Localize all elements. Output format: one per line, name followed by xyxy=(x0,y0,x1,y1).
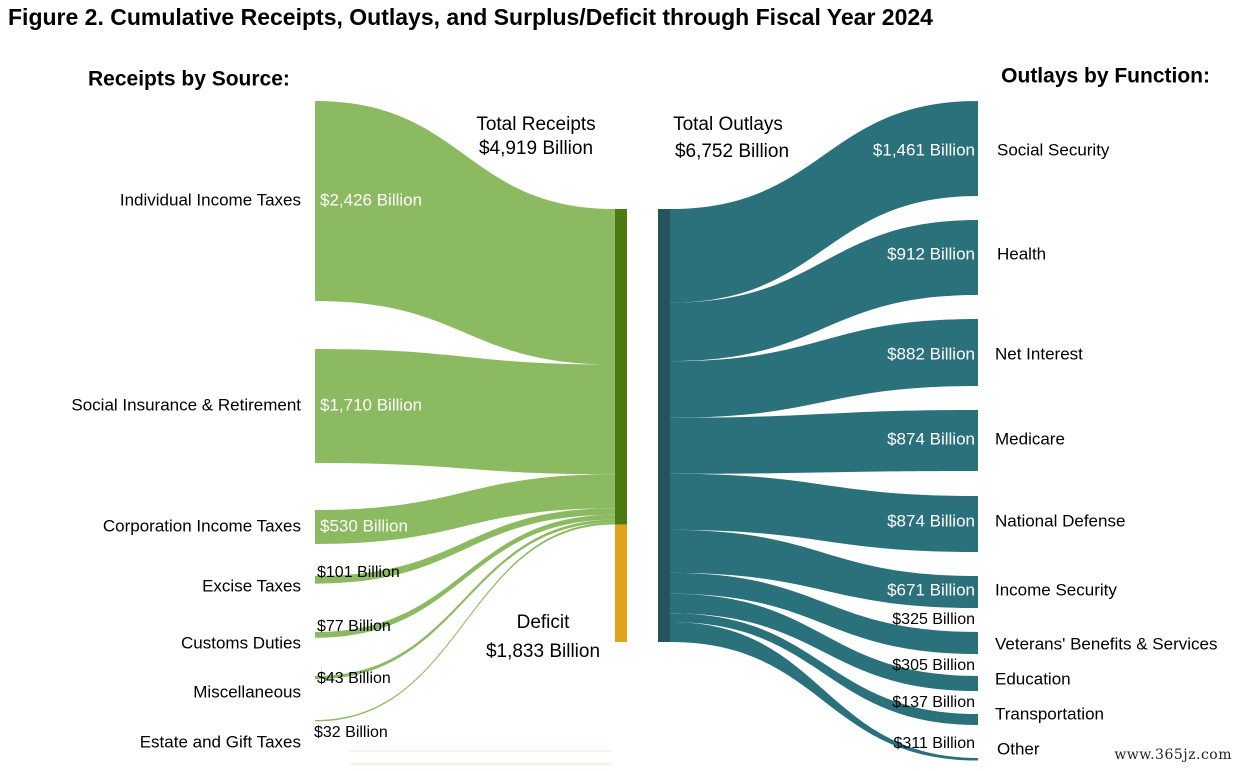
receipt-value-customs-duties: $77 Billion xyxy=(317,618,391,635)
receipt-flow-miscellaneous xyxy=(315,519,615,680)
outlay-flow-education xyxy=(670,593,978,691)
outlay-flow-medicare xyxy=(670,410,978,474)
receipt-flow-individual-income-taxes xyxy=(315,101,615,365)
outlay-flow-health xyxy=(670,220,978,362)
outlay-label-transportation: Transportation xyxy=(995,704,1104,723)
outlay-value-education: $305 Billion xyxy=(892,657,975,674)
receipt-label-customs-duties: Customs Duties xyxy=(181,633,301,652)
receipt-label-social-insurance-retirement: Social Insurance & Retirement xyxy=(71,395,301,414)
receipt-label-corporation-income-taxes: Corporation Income Taxes xyxy=(103,516,301,535)
outlay-value-income-security: $671 Billion xyxy=(887,580,975,599)
outlay-value-veterans-benefits-services: $325 Billion xyxy=(892,611,975,628)
receipt-value-corporation-income-taxes: $530 Billion xyxy=(320,516,408,535)
outlay-label-income-security: Income Security xyxy=(995,580,1117,599)
watermark: www.365jz.com xyxy=(1114,747,1232,763)
outlay-flow-other xyxy=(670,622,978,761)
outlay-label-medicare: Medicare xyxy=(995,429,1065,448)
figure-title: Figure 2. Cumulative Receipts, Outlays, … xyxy=(8,4,933,30)
receipt-label-individual-income-taxes: Individual Income Taxes xyxy=(120,190,301,209)
outlay-value-net-interest: $882 Billion xyxy=(887,344,975,363)
outlay-value-national-defense: $874 Billion xyxy=(887,511,975,530)
outlay-label-health: Health xyxy=(997,244,1046,263)
outlay-value-transportation: $137 Billion xyxy=(892,694,975,711)
receipt-flow-social-insurance-retirement xyxy=(315,349,615,475)
outlay-flow-transportation xyxy=(670,613,978,725)
outlay-label-other: Other xyxy=(997,739,1040,758)
receipt-label-excise-taxes: Excise Taxes xyxy=(202,576,301,595)
total-outlays-bar xyxy=(658,209,670,642)
deficit-value: $1,833 Billion xyxy=(486,641,600,662)
receipt-label-estate-and-gift-taxes: Estate and Gift Taxes xyxy=(140,732,301,751)
outlay-label-education: Education xyxy=(995,669,1071,688)
deficit-bar xyxy=(615,524,627,642)
receipt-flow-corporation-income-taxes xyxy=(315,474,615,544)
outlay-value-other: $311 Billion xyxy=(893,735,975,752)
receipt-flow-excise-taxes xyxy=(315,508,615,584)
outlay-flow-national-defense xyxy=(670,473,978,552)
receipt-value-miscellaneous: $43 Billion xyxy=(317,670,391,687)
receipt-value-estate-and-gift-taxes: $32 Billion xyxy=(314,724,388,741)
outlays-heading: Outlays by Function: xyxy=(1001,65,1210,88)
outlay-value-medicare: $874 Billion xyxy=(887,429,975,448)
outlay-label-social-security: Social Security xyxy=(997,140,1110,159)
deficit-label: Deficit xyxy=(517,612,571,633)
total-receipts-bar xyxy=(615,209,627,525)
receipt-value-individual-income-taxes: $2,426 Billion xyxy=(320,190,422,209)
receipt-value-social-insurance-retirement: $1,710 Billion xyxy=(320,395,422,414)
outlay-flow-income-security xyxy=(670,529,978,608)
outlay-flow-veterans-benefits-services xyxy=(670,572,978,654)
outlay-label-veterans-benefits-services: Veterans' Benefits & Services xyxy=(995,634,1217,653)
total-receipts-label: Total Receipts xyxy=(476,114,595,135)
total-outlays-value: $6,752 Billion xyxy=(675,141,789,162)
receipt-flow-estate-and-gift-taxes xyxy=(315,522,615,722)
total-receipts-value: $4,919 Billion xyxy=(479,138,593,159)
outlay-value-social-security: $1,461 Billion xyxy=(873,140,975,159)
receipt-label-miscellaneous: Miscellaneous xyxy=(193,682,301,701)
receipt-flow-customs-duties xyxy=(315,514,615,638)
outlay-value-health: $912 Billion xyxy=(887,244,975,263)
outlay-label-net-interest: Net Interest xyxy=(995,344,1083,363)
outlay-flow-social-security xyxy=(670,101,978,303)
outlay-label-national-defense: National Defense xyxy=(995,511,1125,530)
total-outlays-label: Total Outlays xyxy=(673,114,783,135)
outlay-flow-net-interest xyxy=(670,319,978,418)
receipt-value-excise-taxes: $101 Billion xyxy=(317,564,400,581)
receipts-heading: Receipts by Source: xyxy=(88,68,290,91)
